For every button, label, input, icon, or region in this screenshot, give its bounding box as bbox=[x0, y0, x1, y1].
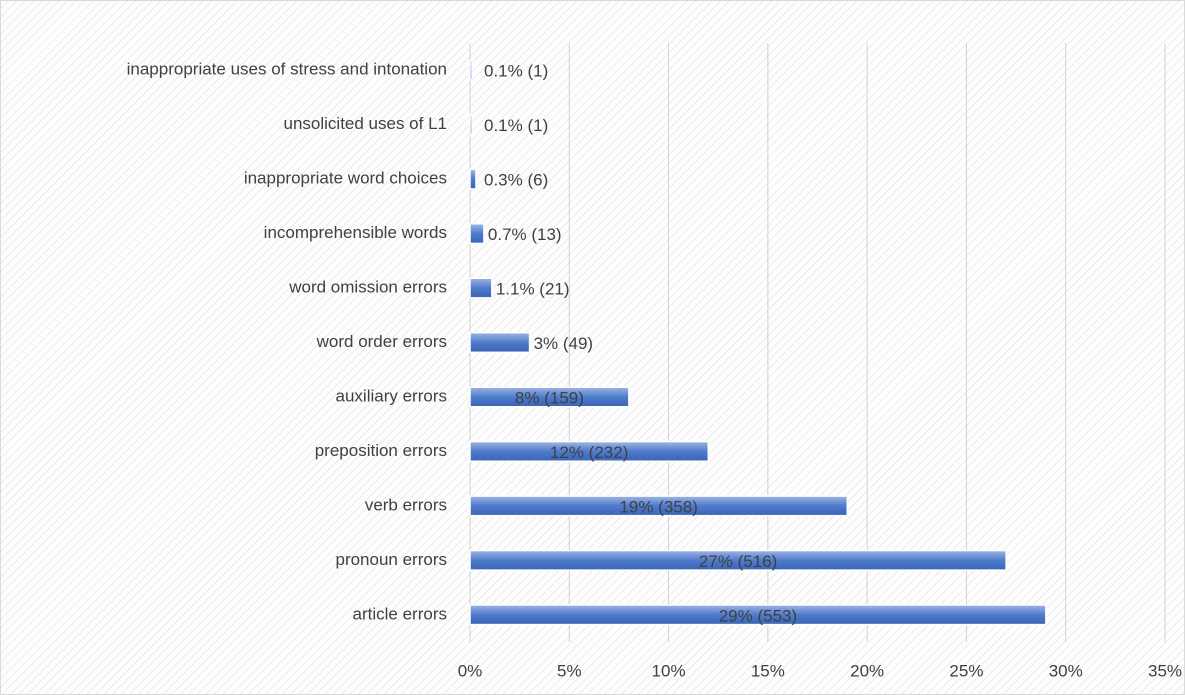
bar bbox=[469, 223, 485, 245]
x-tick-label: 0% bbox=[458, 661, 483, 680]
bar bbox=[469, 549, 1007, 571]
data-label: 0.1% (1) bbox=[484, 116, 548, 135]
y-tick-label: pronoun errors bbox=[335, 550, 447, 569]
x-tick-label: 20% bbox=[850, 661, 884, 680]
y-tick-label: preposition errors bbox=[315, 441, 447, 460]
data-label: 19% (358) bbox=[619, 497, 697, 516]
bar bbox=[469, 495, 849, 517]
y-tick-label: word order errors bbox=[316, 332, 447, 351]
y-tick-label: verb errors bbox=[365, 495, 447, 514]
y-tick-label: inappropriate word choices bbox=[244, 169, 447, 188]
x-tick-label: 35% bbox=[1148, 661, 1182, 680]
bar bbox=[469, 331, 531, 354]
data-label: 12% (232) bbox=[550, 443, 628, 462]
bar bbox=[469, 59, 473, 81]
data-label: 0.7% (13) bbox=[488, 225, 562, 244]
data-label: 0.3% (6) bbox=[484, 171, 548, 190]
bar bbox=[469, 168, 477, 190]
x-tick-label: 15% bbox=[751, 661, 785, 680]
x-tick-label: 30% bbox=[1049, 661, 1083, 680]
y-tick-label: inappropriate uses of stress and intonat… bbox=[127, 60, 447, 79]
y-tick-label: word omission errors bbox=[288, 278, 447, 297]
bar bbox=[469, 604, 1047, 626]
x-tick-label: 5% bbox=[557, 661, 582, 680]
bar bbox=[469, 440, 710, 462]
x-tick-label: 25% bbox=[949, 661, 983, 680]
data-label: 8% (159) bbox=[515, 388, 584, 407]
y-tick-label: unsolicited uses of L1 bbox=[284, 114, 448, 133]
data-label: 0.1% (1) bbox=[484, 62, 548, 81]
data-label: 27% (516) bbox=[699, 552, 777, 571]
y-tick-label: auxiliary errors bbox=[336, 386, 447, 405]
x-tick-label: 10% bbox=[652, 661, 686, 680]
data-label: 1.1% (21) bbox=[496, 280, 570, 299]
bar bbox=[469, 114, 473, 136]
data-label: 3% (49) bbox=[534, 334, 594, 353]
y-tick-label: article errors bbox=[353, 604, 447, 623]
data-label: 29% (553) bbox=[719, 606, 797, 625]
bar bbox=[469, 277, 493, 299]
bar bbox=[469, 386, 630, 408]
y-tick-label: incomprehensible words bbox=[264, 223, 447, 242]
